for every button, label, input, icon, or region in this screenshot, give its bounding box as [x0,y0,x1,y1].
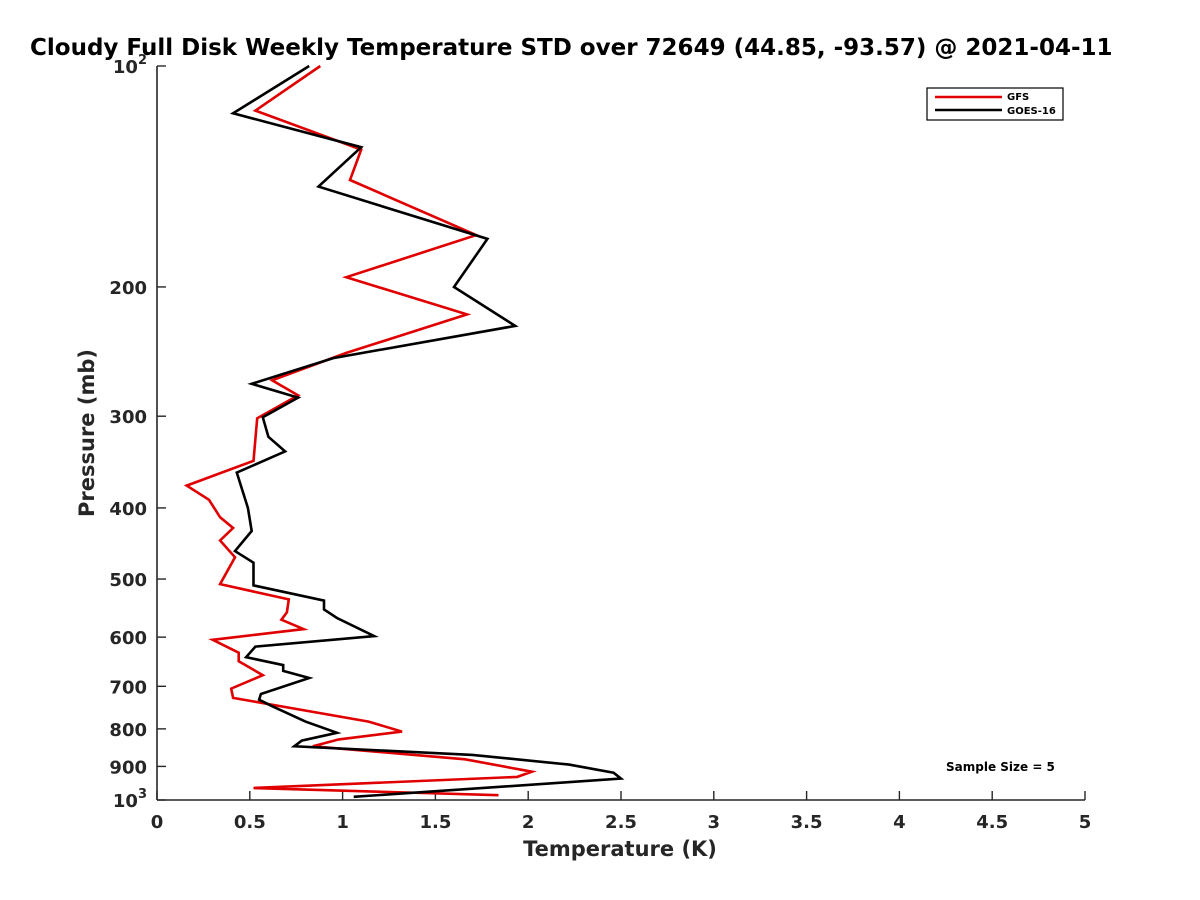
x-tick-label: 3.5 [791,812,823,833]
x-tick-label: 5 [1079,812,1092,833]
y-tick-label: 500 [109,570,147,591]
y-tick-label: 300 [109,407,147,428]
legend: GFS GOES-16 [926,87,1064,121]
y-tick-label: 103 [113,787,147,812]
legend-box [926,87,1064,121]
x-tick-label: 1 [336,812,349,833]
chart-title: Cloudy Full Disk Weekly Temperature STD … [30,35,1113,61]
sample-size-annotation: Sample Size = 5 [946,760,1055,774]
x-tick-label: 4.5 [976,812,1008,833]
series-line-goes16 [229,64,625,799]
y-tick-label: 800 [109,720,147,741]
y-tick-label: 200 [109,278,147,299]
y-tick-label: 400 [109,499,147,520]
y-tick-label: 600 [109,628,147,649]
legend-label-gfs: GFS [1007,92,1029,103]
x-tick-label: 2.5 [605,812,637,833]
x-tick-label: 4 [893,812,906,833]
x-axis-label: Temperature (K) [523,837,717,861]
y-axis-label: Pressure (mb) [75,349,99,517]
series-line-gfs [183,64,537,797]
y-tick-label: 700 [109,677,147,698]
y-tick-label: 900 [109,757,147,778]
x-tick-label: 1.5 [419,812,451,833]
legend-label-goes16: GOES-16 [1007,106,1056,117]
x-tick-label: 0 [151,812,164,833]
x-tick-label: 2 [522,812,535,833]
x-tick-label: 0.5 [234,812,266,833]
chart-axes: 0 0.5 1 1.5 2 2.5 3 3.5 4 4.5 5 102 200 300 400 500 600 7… [109,53,1091,833]
series-layer [183,64,625,799]
y-tick-label: 102 [113,53,147,78]
x-tick-label: 3 [708,812,721,833]
